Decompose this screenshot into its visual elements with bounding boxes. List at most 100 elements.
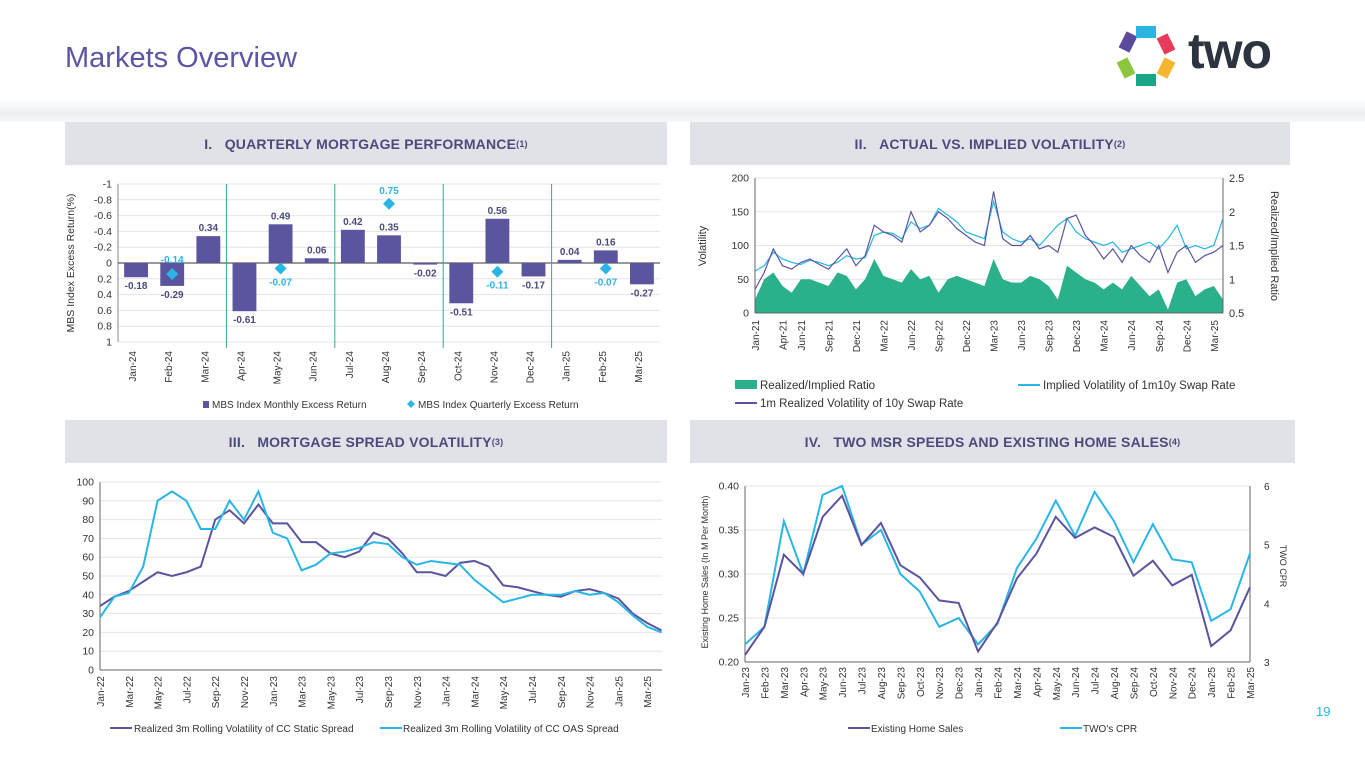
monthly-return-bar (268, 224, 293, 263)
company-logo (1110, 24, 1186, 93)
x-tick-label: Oct-24 (453, 351, 464, 381)
x-tick-label: May-24 (1052, 667, 1063, 701)
x-tick-label: Jan-25 (614, 676, 625, 707)
x-tick-label: Sep-24 (1155, 320, 1166, 353)
x-tick-label: Mar-24 (200, 351, 211, 383)
y-tick-label: -1 (103, 179, 112, 191)
bar-value-label: -0.02 (414, 269, 437, 280)
footnote-ref: (2) (1113, 138, 1126, 149)
x-tick-label: Jul-23 (355, 676, 366, 704)
y-tick-label: 150 (731, 206, 749, 218)
x-tick-label: Mar-22 (879, 320, 890, 352)
y-tick-label: 50 (82, 571, 94, 583)
x-tick-label: Sep-23 (1045, 320, 1056, 353)
y2-tick-label: 1 (1229, 274, 1235, 286)
x-tick-label: Apr-23 (799, 667, 810, 697)
x-tick-label: Dec-22 (962, 320, 973, 353)
x-tick-label: Nov-24 (586, 676, 597, 709)
x-tick-label: May-24 (499, 676, 510, 710)
panel-header-spread-volatility: III. MORTGAGE SPREAD VOLATILITY (3) (65, 420, 667, 463)
quarterly-value-label: 0.75 (379, 186, 399, 197)
x-tick-label: Dec-21 (852, 320, 863, 353)
legend-label: Realized 3m Rolling Volatility of CC OAS… (403, 724, 619, 735)
x-tick-label: Mar-24 (470, 676, 481, 708)
x-tick-label: Jun-21 (797, 320, 808, 351)
y2-tick-label: 0.5 (1229, 308, 1244, 320)
panel-title: QUARTERLY MORTGAGE PERFORMANCE (224, 135, 517, 152)
y-tick-label: 0.8 (97, 321, 112, 333)
quarterly-return-marker (274, 262, 287, 275)
quarterly-return-marker (599, 262, 612, 275)
y-tick-label: 50 (737, 274, 749, 286)
x-tick-label: Feb-24 (994, 667, 1005, 699)
x-tick-label: Mar-23 (298, 676, 309, 708)
x-tick-label: Oct-24 (1149, 667, 1160, 697)
panel-number: II. (854, 135, 867, 152)
x-tick-label: Jul-24 (1091, 667, 1102, 695)
x-tick-label: Sep-24 (1129, 667, 1140, 700)
bar-value-label: 0.35 (379, 222, 399, 233)
quarterly-return-marker (383, 197, 395, 210)
quarterly-value-label: -0.11 (486, 281, 509, 292)
bar-value-label: 0.16 (596, 237, 616, 248)
monthly-return-bar (521, 263, 546, 277)
bar-value-label: -0.18 (125, 281, 148, 292)
y-tick-label: 0.4 (97, 289, 112, 301)
x-tick-label: Feb-23 (760, 667, 771, 699)
panel-header-volatility: II. ACTUAL VS. IMPLIED VOLATILITY (2) (690, 122, 1290, 165)
x-tick-label: Jul-23 (858, 667, 869, 695)
x-tick-label: Nov-23 (935, 667, 946, 700)
monthly-return-bar (593, 250, 618, 263)
x-tick-label: Jun-22 (907, 320, 918, 351)
monthly-return-bar (304, 258, 329, 263)
x-tick-label: Jun-23 (838, 667, 849, 698)
legend-label: Realized 3m Rolling Volatility of CC Sta… (134, 724, 354, 735)
x-tick-label: Mar-23 (780, 667, 791, 699)
y2-tick-label: 2.5 (1229, 173, 1244, 185)
y-tick-label: 20 (82, 627, 94, 639)
y-tick-label: -0.4 (94, 226, 112, 238)
footnote-ref: (1) (516, 138, 528, 149)
monthly-return-bar (485, 218, 510, 263)
x-tick-label: May-23 (819, 667, 830, 701)
y2-tick-label: 3 (1264, 658, 1270, 669)
y-tick-label: 100 (76, 477, 94, 489)
quarterly-value-label: -0.07 (269, 278, 292, 289)
realized-vol-line (754, 191, 1224, 290)
bar-value-label: 0.34 (199, 223, 219, 234)
x-tick-label: Mar-24 (1100, 320, 1111, 352)
y-tick-label: 0.35 (719, 525, 740, 537)
y-tick-label: 0.20 (719, 657, 740, 669)
x-tick-label: Aug-24 (381, 351, 392, 384)
y-axis-title: MBS Index Excess Return(%) (65, 194, 77, 333)
y-tick-label: 60 (82, 552, 94, 564)
x-tick-label: Mar-23 (990, 320, 1001, 352)
x-tick-label: Mar-25 (634, 351, 645, 383)
x-tick-label: Nov-24 (489, 351, 500, 384)
y-tick-label: -0.2 (94, 242, 112, 254)
x-tick-label: Jun-23 (1017, 320, 1028, 351)
y-axis-title: Volatility (697, 225, 709, 266)
bar-value-label: 0.06 (307, 245, 327, 256)
y2-axis-title: Realized/Implied Ratio (1268, 191, 1280, 301)
monthly-return-bar (196, 236, 221, 263)
y-tick-label: 0.25 (719, 613, 740, 625)
x-tick-label: May-24 (273, 351, 284, 385)
quarterly-return-marker (166, 268, 179, 281)
x-tick-label: Dec-24 (1182, 320, 1193, 353)
footnote-ref: (4) (1168, 436, 1181, 447)
y-tick-label: -0.8 (94, 194, 112, 206)
x-tick-label: Jan-23 (269, 676, 280, 707)
panel-header-mortgage-performance: I. QUARTERLY MORTGAGE PERFORMANCE (1) (65, 122, 667, 165)
monthly-return-bar (413, 263, 438, 265)
x-tick-label: Aug-23 (877, 667, 888, 700)
legend-swatch (203, 401, 209, 408)
bar-value-label: -0.51 (450, 307, 473, 318)
bar-value-label: -0.17 (522, 280, 545, 291)
x-tick-label: Feb-24 (164, 351, 175, 383)
x-tick-label: Aug-24 (1110, 667, 1121, 700)
x-tick-label: Jul-24 (345, 351, 356, 379)
y-axis-title: Existing Home Sales (In M Per Month) (700, 495, 710, 648)
legend-label: Existing Home Sales (871, 724, 963, 735)
y2-tick-label: 5 (1264, 541, 1270, 552)
